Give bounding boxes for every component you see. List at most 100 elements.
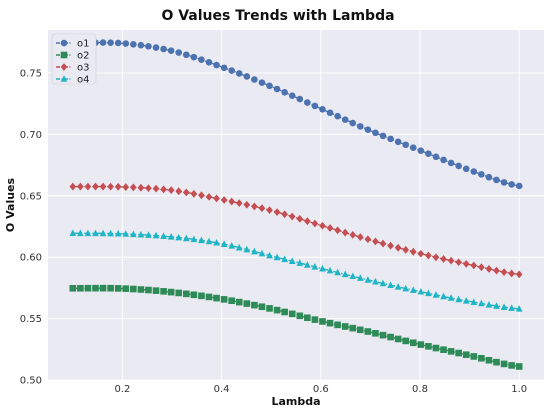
data-point-o1	[478, 171, 485, 178]
data-point-o1	[364, 126, 372, 133]
data-point-o4	[243, 245, 251, 253]
data-point-o2	[311, 316, 319, 323]
data-point-o1	[145, 42, 152, 50]
legend-label: o2	[77, 51, 89, 62]
data-point-o4	[394, 283, 402, 290]
data-point-o3	[152, 184, 160, 193]
data-point-o3	[235, 199, 243, 208]
data-point-o1	[515, 182, 523, 190]
data-point-o2	[372, 330, 379, 337]
data-point-o3	[402, 245, 410, 254]
data-point-o4	[462, 297, 470, 304]
data-point-o2	[281, 308, 288, 316]
data-point-o1	[326, 109, 334, 117]
data-point-o3	[205, 192, 213, 201]
data-point-o1	[455, 162, 462, 170]
legend-label: o3	[77, 63, 89, 74]
data-point-o2	[175, 289, 183, 297]
data-point-o1	[432, 153, 440, 161]
data-point-o2	[478, 354, 485, 362]
data-point-o4	[417, 287, 425, 295]
data-point-o2	[349, 324, 357, 332]
data-point-o4	[334, 268, 341, 276]
data-point-o2	[417, 341, 425, 348]
data-point-o2	[440, 346, 447, 354]
legend-item-o1: o1	[56, 39, 89, 50]
data-point-o2	[500, 360, 508, 368]
data-point-o3	[341, 228, 349, 237]
data-point-o2	[470, 353, 478, 360]
data-point-o3	[425, 251, 432, 260]
data-point-o4	[235, 243, 243, 251]
y-tick-label: 0.75	[20, 68, 42, 79]
data-point-o4	[500, 303, 508, 310]
data-point-o3	[349, 230, 357, 239]
data-point-o2	[182, 290, 190, 298]
legend-marker	[60, 75, 68, 82]
data-point-o4	[288, 257, 296, 264]
data-point-o4	[167, 233, 175, 240]
data-point-o3	[99, 182, 107, 191]
data-point-o1	[99, 39, 107, 46]
data-point-o4	[372, 277, 379, 285]
data-point-o1	[379, 132, 387, 140]
x-tick-label: 0.4	[214, 384, 230, 395]
data-point-o4	[409, 286, 417, 293]
data-point-o3	[432, 253, 440, 262]
y-tick-label: 0.70	[20, 130, 42, 141]
data-point-o4	[319, 264, 326, 272]
data-point-o3	[500, 268, 508, 277]
data-point-o3	[69, 182, 77, 191]
data-point-o3	[296, 214, 304, 223]
data-point-o3	[122, 183, 130, 191]
data-point-o1	[485, 173, 493, 181]
data-point-o3	[470, 261, 478, 270]
data-point-o3	[455, 258, 462, 267]
data-point-o4	[326, 266, 334, 274]
data-point-o3	[326, 224, 334, 232]
data-point-o3	[493, 266, 500, 275]
data-point-o3	[447, 256, 455, 265]
data-point-o1	[205, 59, 213, 66]
x-tick-label: 0.2	[114, 384, 130, 395]
series-layer	[69, 39, 523, 370]
data-point-o3	[387, 241, 394, 250]
data-point-o1	[372, 129, 379, 137]
data-point-o4	[258, 249, 266, 257]
data-point-o1	[243, 73, 251, 80]
data-point-o2	[409, 339, 417, 347]
data-point-o2	[130, 285, 137, 293]
data-point-o4	[69, 229, 77, 237]
data-point-o4	[92, 229, 99, 237]
data-point-o3	[372, 237, 379, 246]
data-point-o3	[213, 194, 220, 203]
data-point-o3	[190, 189, 198, 198]
data-point-o3	[137, 183, 145, 192]
data-point-o4	[493, 302, 500, 309]
data-point-o4	[357, 274, 364, 281]
series-o3	[69, 182, 523, 279]
data-point-o1	[190, 53, 198, 61]
legend-label: o4	[77, 75, 89, 86]
data-point-o1	[462, 165, 470, 173]
data-point-o4	[341, 270, 349, 278]
data-point-o2	[92, 284, 99, 292]
data-point-o4	[251, 247, 258, 255]
data-point-o4	[77, 229, 84, 237]
data-point-o4	[160, 232, 167, 239]
data-point-o1	[160, 45, 167, 53]
data-point-o1	[175, 49, 183, 56]
data-point-o2	[205, 293, 213, 301]
data-point-o2	[137, 286, 145, 293]
data-point-o2	[258, 303, 266, 311]
data-point-o4	[440, 292, 447, 300]
legend-marker	[60, 51, 68, 59]
data-point-o1	[304, 99, 311, 106]
data-point-o2	[364, 328, 372, 335]
data-point-o1	[500, 179, 508, 186]
data-point-o4	[137, 230, 145, 238]
data-point-o4	[508, 304, 515, 311]
y-axis-label: O Values	[4, 177, 17, 232]
data-point-o1	[258, 79, 266, 86]
data-point-o1	[440, 156, 447, 164]
